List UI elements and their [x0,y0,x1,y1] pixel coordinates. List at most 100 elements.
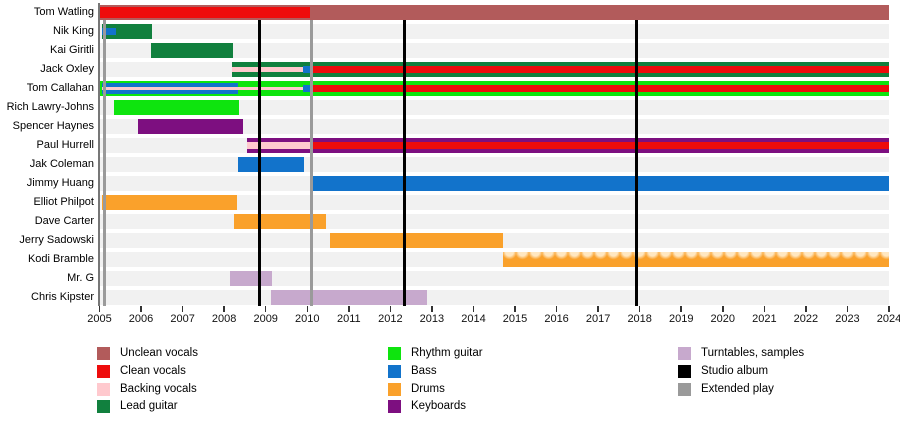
legend-item-rhythm_guitar: Rhythm guitar [388,347,628,361]
row-band [99,270,889,286]
timeline-bar-lead_guitar [151,42,233,58]
year-label: 2024 [876,313,900,325]
timeline-bar-drums [101,194,237,210]
member-label: Rich Lawry-Johns [6,100,94,113]
member-label: Elliot Philpot [33,195,94,208]
year-label: 2005 [87,313,112,325]
legend-item-bass: Bass [388,364,628,379]
year-label: 2009 [253,313,278,325]
timeline-bar-bass [312,175,889,191]
legend-swatch-backing_vocals [97,382,110,396]
year-label: 2023 [835,313,860,325]
year-label: 2022 [793,313,819,325]
legend-label: Rhythm guitar [411,347,483,359]
legend-swatch-keyboards [388,400,401,414]
timeline-bar-backing_vocals [247,141,311,149]
year-tick [597,306,599,312]
timeline-bar-rhythm_guitar [114,99,239,115]
legend-label: Turntables, samples [701,347,805,359]
timeline-bar-bass [303,65,311,73]
timeline-bar-turntables [229,270,272,286]
legend: Unclean vocals Clean vocals Backing vocals… [0,344,900,424]
legend-label: Studio album [701,364,769,377]
member-label: Dave Carter [34,214,94,227]
row-band [99,118,889,134]
row-band [99,156,889,172]
member-label: Tom Callahan [26,81,94,94]
row-band [99,99,889,115]
member-label: Jak Coleman [29,157,94,170]
legend-item-turntables: Turntables, samples [678,347,900,361]
legend-label: Backing vocals [120,382,197,395]
year-tick [722,306,724,312]
release-line-studio-album [257,20,261,306]
year-label: 2006 [128,313,154,325]
y-axis-line [98,3,100,306]
release-line-extended-play [309,20,313,306]
year-label: 2014 [461,313,486,325]
year-tick [514,306,516,312]
year-label: 2019 [668,313,694,325]
row-band [99,194,889,210]
year-tick [805,306,807,312]
legend-label: Drums [411,382,445,395]
legend-swatch-drums [388,382,401,396]
legend-item-backing_vocals: Backing vocals [97,382,337,397]
year-tick [389,306,392,312]
year-tick [888,306,890,312]
year-label: 2013 [419,313,445,325]
release-line-studio-album [403,20,407,306]
member-label: Paul Hurrell [36,138,94,151]
member-label: Mr. G [67,271,94,284]
timeline-bar-bass [303,84,311,92]
year-label: 2007 [170,313,195,325]
year-tick [306,306,308,312]
legend-label: Bass [411,364,437,377]
timeline-bar-drums [502,251,890,267]
row-band [99,23,889,39]
timeline-bar-keyboards [138,118,243,134]
member-label: Kodi Bramble [27,252,94,265]
year-label: 2011 [336,313,361,325]
release-line-studio-album [634,20,638,306]
legend-swatch-extended_play [678,382,691,396]
legend-label: Unclean vocals [120,347,198,359]
member-label: Spencer Haynes [12,119,94,132]
legend-swatch-unclean_vocals [97,347,110,360]
year-tick [846,306,849,312]
year-label: 2010 [295,313,320,325]
year-tick [555,306,558,312]
year-label: 2012 [378,313,403,325]
member-label: Nik King [53,24,94,37]
timeline-bar-drums [330,232,503,248]
year-label: 2016 [544,313,569,325]
legend-item-studio_album: Studio album [678,364,900,379]
year-tick [348,306,350,312]
year-tick [98,306,101,312]
plot-area: Tom Watling Nik King Kai Giritli Jack Oxley… [6,3,900,325]
legend-swatch-clean_vocals [97,364,110,378]
timeline-bar-clean_vocals [310,141,889,149]
legend-swatch-studio_album [678,364,691,378]
row-band [99,42,889,58]
year-tick [638,306,641,312]
legend-item-lead_guitar: Lead guitar [97,400,337,414]
member-label: Jimmy Huang [26,176,94,189]
row-band [99,289,889,305]
legend-item-drums: Drums [388,382,628,397]
year-label: 2018 [627,313,652,325]
year-label: 2015 [502,313,528,325]
legend-label: Clean vocals [120,364,186,377]
legend-item-clean_vocals: Clean vocals [97,364,337,379]
year-tick [181,306,184,312]
timeline-bar-lead_guitar [101,23,152,39]
year-label: 2017 [585,313,611,325]
timeline-bar-turntables [270,289,427,305]
legend-swatch-rhythm_guitar [388,347,401,360]
legend-item-unclean_vocals: Unclean vocals [97,347,337,361]
legend-item-keyboards: Keyboards [388,400,628,414]
member-label: Jack Oxley [40,62,94,75]
member-label: Kai Giritli [49,43,94,56]
legend-label: Lead guitar [120,400,178,413]
legend-label: Keyboards [411,400,466,413]
